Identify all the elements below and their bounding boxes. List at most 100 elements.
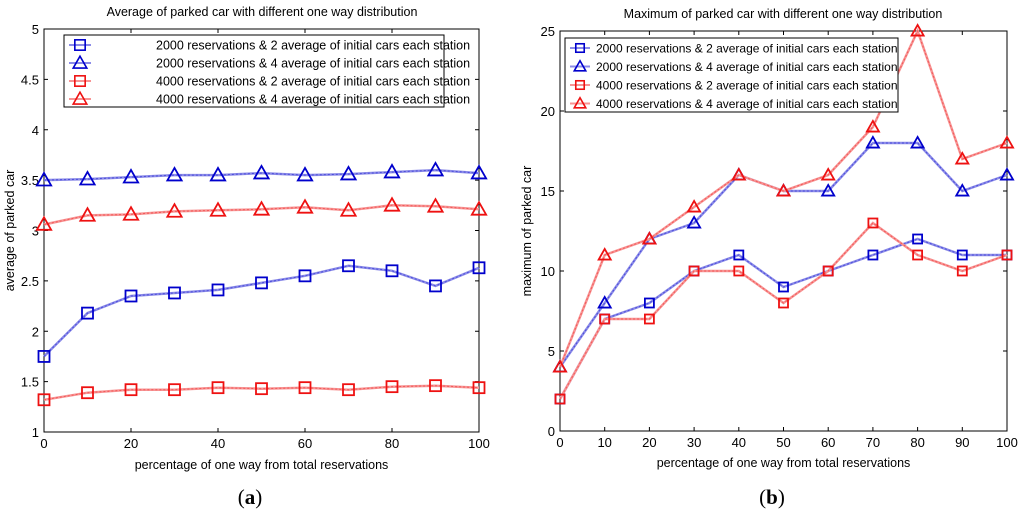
data-point-square	[688, 265, 700, 277]
series-line-dots	[43, 169, 480, 181]
data-point-triangle	[426, 197, 445, 213]
data-point-triangle	[122, 205, 140, 221]
data-point-triangle	[470, 164, 488, 180]
y-tick-label: 10	[541, 264, 555, 279]
series-line	[558, 141, 1008, 368]
series-3	[554, 217, 1013, 405]
panel-label: (b)	[759, 485, 785, 509]
data-point-square	[124, 383, 138, 397]
data-point-square	[37, 350, 51, 363]
data-point-square	[733, 265, 745, 277]
x-axis-title: percentage of one way from total reserva…	[135, 458, 389, 472]
data-point-square	[1001, 249, 1013, 261]
y-tick-label: 0	[548, 424, 555, 439]
legend-marker-triangle	[572, 59, 588, 72]
series-line-dots	[43, 265, 480, 357]
panel-label-close: )	[255, 485, 262, 509]
data-point-triangle	[209, 166, 227, 182]
series-2	[552, 135, 1015, 373]
data-point-triangle	[820, 183, 836, 197]
x-tick-label: 20	[124, 436, 138, 451]
y-tick-label: 5	[548, 344, 555, 359]
x-tick-label: 10	[597, 435, 611, 450]
panel-label-letter: b	[766, 485, 778, 509]
y-tick-label: 1	[32, 425, 39, 440]
data-point-triangle	[122, 168, 140, 184]
y-tick-label: 15	[541, 184, 555, 199]
data-point-triangle	[35, 171, 53, 187]
data-point-square	[37, 393, 51, 407]
series-4	[552, 23, 1015, 373]
legend-label: 2000 reservations & 4 average of initial…	[596, 60, 898, 74]
data-point-triangle	[35, 215, 53, 231]
chart-panel-a: Average of parked car with different one…	[3, 5, 490, 509]
series-line-dots	[559, 238, 1007, 400]
legend-label: 4000 reservations & 2 average of initial…	[156, 75, 470, 89]
data-point-square	[342, 259, 355, 273]
data-point-triangle	[865, 135, 881, 149]
legend-marker-triangle	[71, 54, 89, 69]
legend-box	[63, 34, 445, 108]
legend-label: 4000 reservations & 4 average of initial…	[156, 93, 470, 107]
data-point-triangle	[470, 200, 488, 216]
data-point-triangle	[78, 170, 97, 186]
data-point-square	[867, 217, 879, 229]
data-point-square	[644, 297, 655, 309]
data-point-triangle	[165, 166, 184, 182]
data-point-triangle	[775, 183, 792, 197]
data-point-triangle	[383, 196, 401, 212]
data-point-triangle	[820, 167, 836, 181]
series-line-dots	[559, 222, 1008, 400]
data-point-square	[81, 386, 94, 400]
legend: 2000 reservations & 2 average of initial…	[63, 34, 470, 108]
data-point-triangle	[296, 198, 314, 214]
y-tick-label: 5	[32, 22, 39, 37]
x-tick-label: 100	[996, 435, 1018, 450]
data-point-square	[168, 286, 181, 300]
data-point-square	[211, 283, 225, 297]
data-point-triangle	[252, 164, 271, 180]
chart-title: Maximum of parked car with different one…	[624, 7, 943, 21]
chart-panel-b: Maximum of parked car with different one…	[520, 7, 1018, 509]
y-tick-label: 25	[541, 24, 555, 39]
legend-marker-triangle	[572, 96, 588, 109]
series-line	[43, 384, 480, 402]
chart-title: Average of parked car with different one…	[107, 5, 418, 19]
series-line-dots	[43, 204, 480, 225]
data-point-square	[298, 269, 312, 283]
data-point-square	[599, 313, 611, 325]
data-point-triangle	[597, 295, 613, 309]
x-tick-label: 20	[642, 435, 656, 450]
y-axis-title: average of parked car	[3, 170, 17, 292]
x-tick-label: 40	[211, 436, 225, 451]
data-point-square	[211, 381, 225, 395]
data-point-square	[385, 264, 399, 278]
y-tick-label: 2.5	[21, 274, 39, 289]
y-tick-label: 3	[32, 224, 39, 239]
legend-marker-triangle	[71, 90, 89, 105]
x-tick-label: 0	[556, 435, 563, 450]
data-point-square	[124, 289, 138, 303]
y-tick-label: 20	[541, 104, 555, 119]
data-point-square	[81, 306, 94, 320]
data-point-square	[554, 393, 566, 405]
x-axis-title: percentage of one way from total reserva…	[657, 456, 911, 470]
data-point-square	[429, 379, 442, 393]
legend-label: 2000 reservations & 2 average of initial…	[156, 39, 470, 53]
series-line	[43, 264, 480, 358]
data-point-square	[822, 265, 834, 277]
series-4	[35, 196, 488, 231]
x-tick-label: 90	[955, 435, 969, 450]
data-point-triangle	[865, 119, 881, 133]
legend-label: 2000 reservations & 2 average of initial…	[596, 42, 898, 56]
data-point-square	[385, 380, 399, 394]
data-point-square	[342, 383, 355, 397]
legend-label: 4000 reservations & 4 average of initial…	[596, 97, 898, 111]
panel-label-open: (	[759, 485, 766, 509]
data-point-triangle	[954, 183, 970, 197]
x-tick-label: 100	[468, 436, 490, 451]
x-tick-label: 30	[687, 435, 701, 450]
data-point-triangle	[909, 23, 926, 37]
data-point-square	[867, 249, 879, 261]
x-tick-label: 80	[385, 436, 399, 451]
